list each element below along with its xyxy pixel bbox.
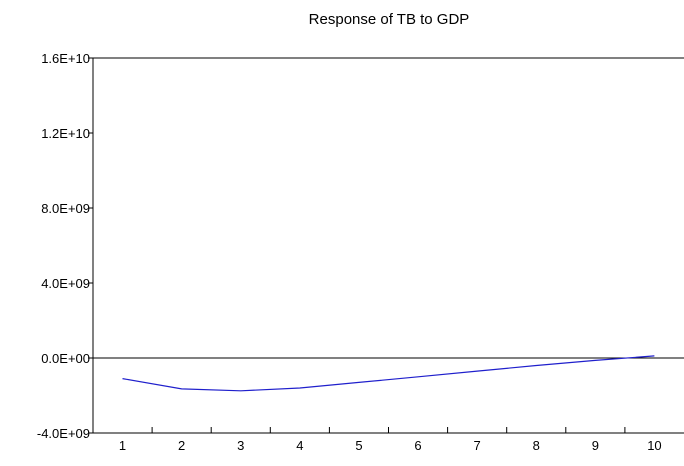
x-tick-label: 9 xyxy=(592,438,599,453)
x-tick-label: 2 xyxy=(178,438,185,453)
y-tick-label: 1.2E+10 xyxy=(41,126,90,141)
x-axis: 1 2 3 4 5 6 7 8 9 10 xyxy=(119,427,662,453)
y-tick-label: -4.0E+09 xyxy=(37,426,90,441)
y-tick-label: 8.0E+09 xyxy=(41,201,90,216)
y-tick-label: 0.0E+00 xyxy=(41,351,90,366)
series-layer xyxy=(122,355,655,392)
x-tick-label: 4 xyxy=(296,438,303,453)
chart-title: Response of TB to GDP xyxy=(309,11,470,28)
x-tick-label: 1 xyxy=(119,438,126,453)
x-tick-label: 10 xyxy=(647,438,661,453)
series-line xyxy=(122,355,655,392)
x-tick-label: 6 xyxy=(414,438,421,453)
x-tick-label: 7 xyxy=(474,438,481,453)
y-tick-label: 4.0E+09 xyxy=(41,276,90,291)
x-tick-label: 3 xyxy=(237,438,244,453)
plot-frame xyxy=(92,57,684,434)
y-tick-label: 1.6E+10 xyxy=(41,51,90,66)
y-axis: -4.0E+09 0.0E+00 4.0E+09 8.0E+09 1.2E+10 1.6E… xyxy=(37,51,93,441)
x-tick-label: 8 xyxy=(533,438,540,453)
x-tick-label: 5 xyxy=(355,438,362,453)
